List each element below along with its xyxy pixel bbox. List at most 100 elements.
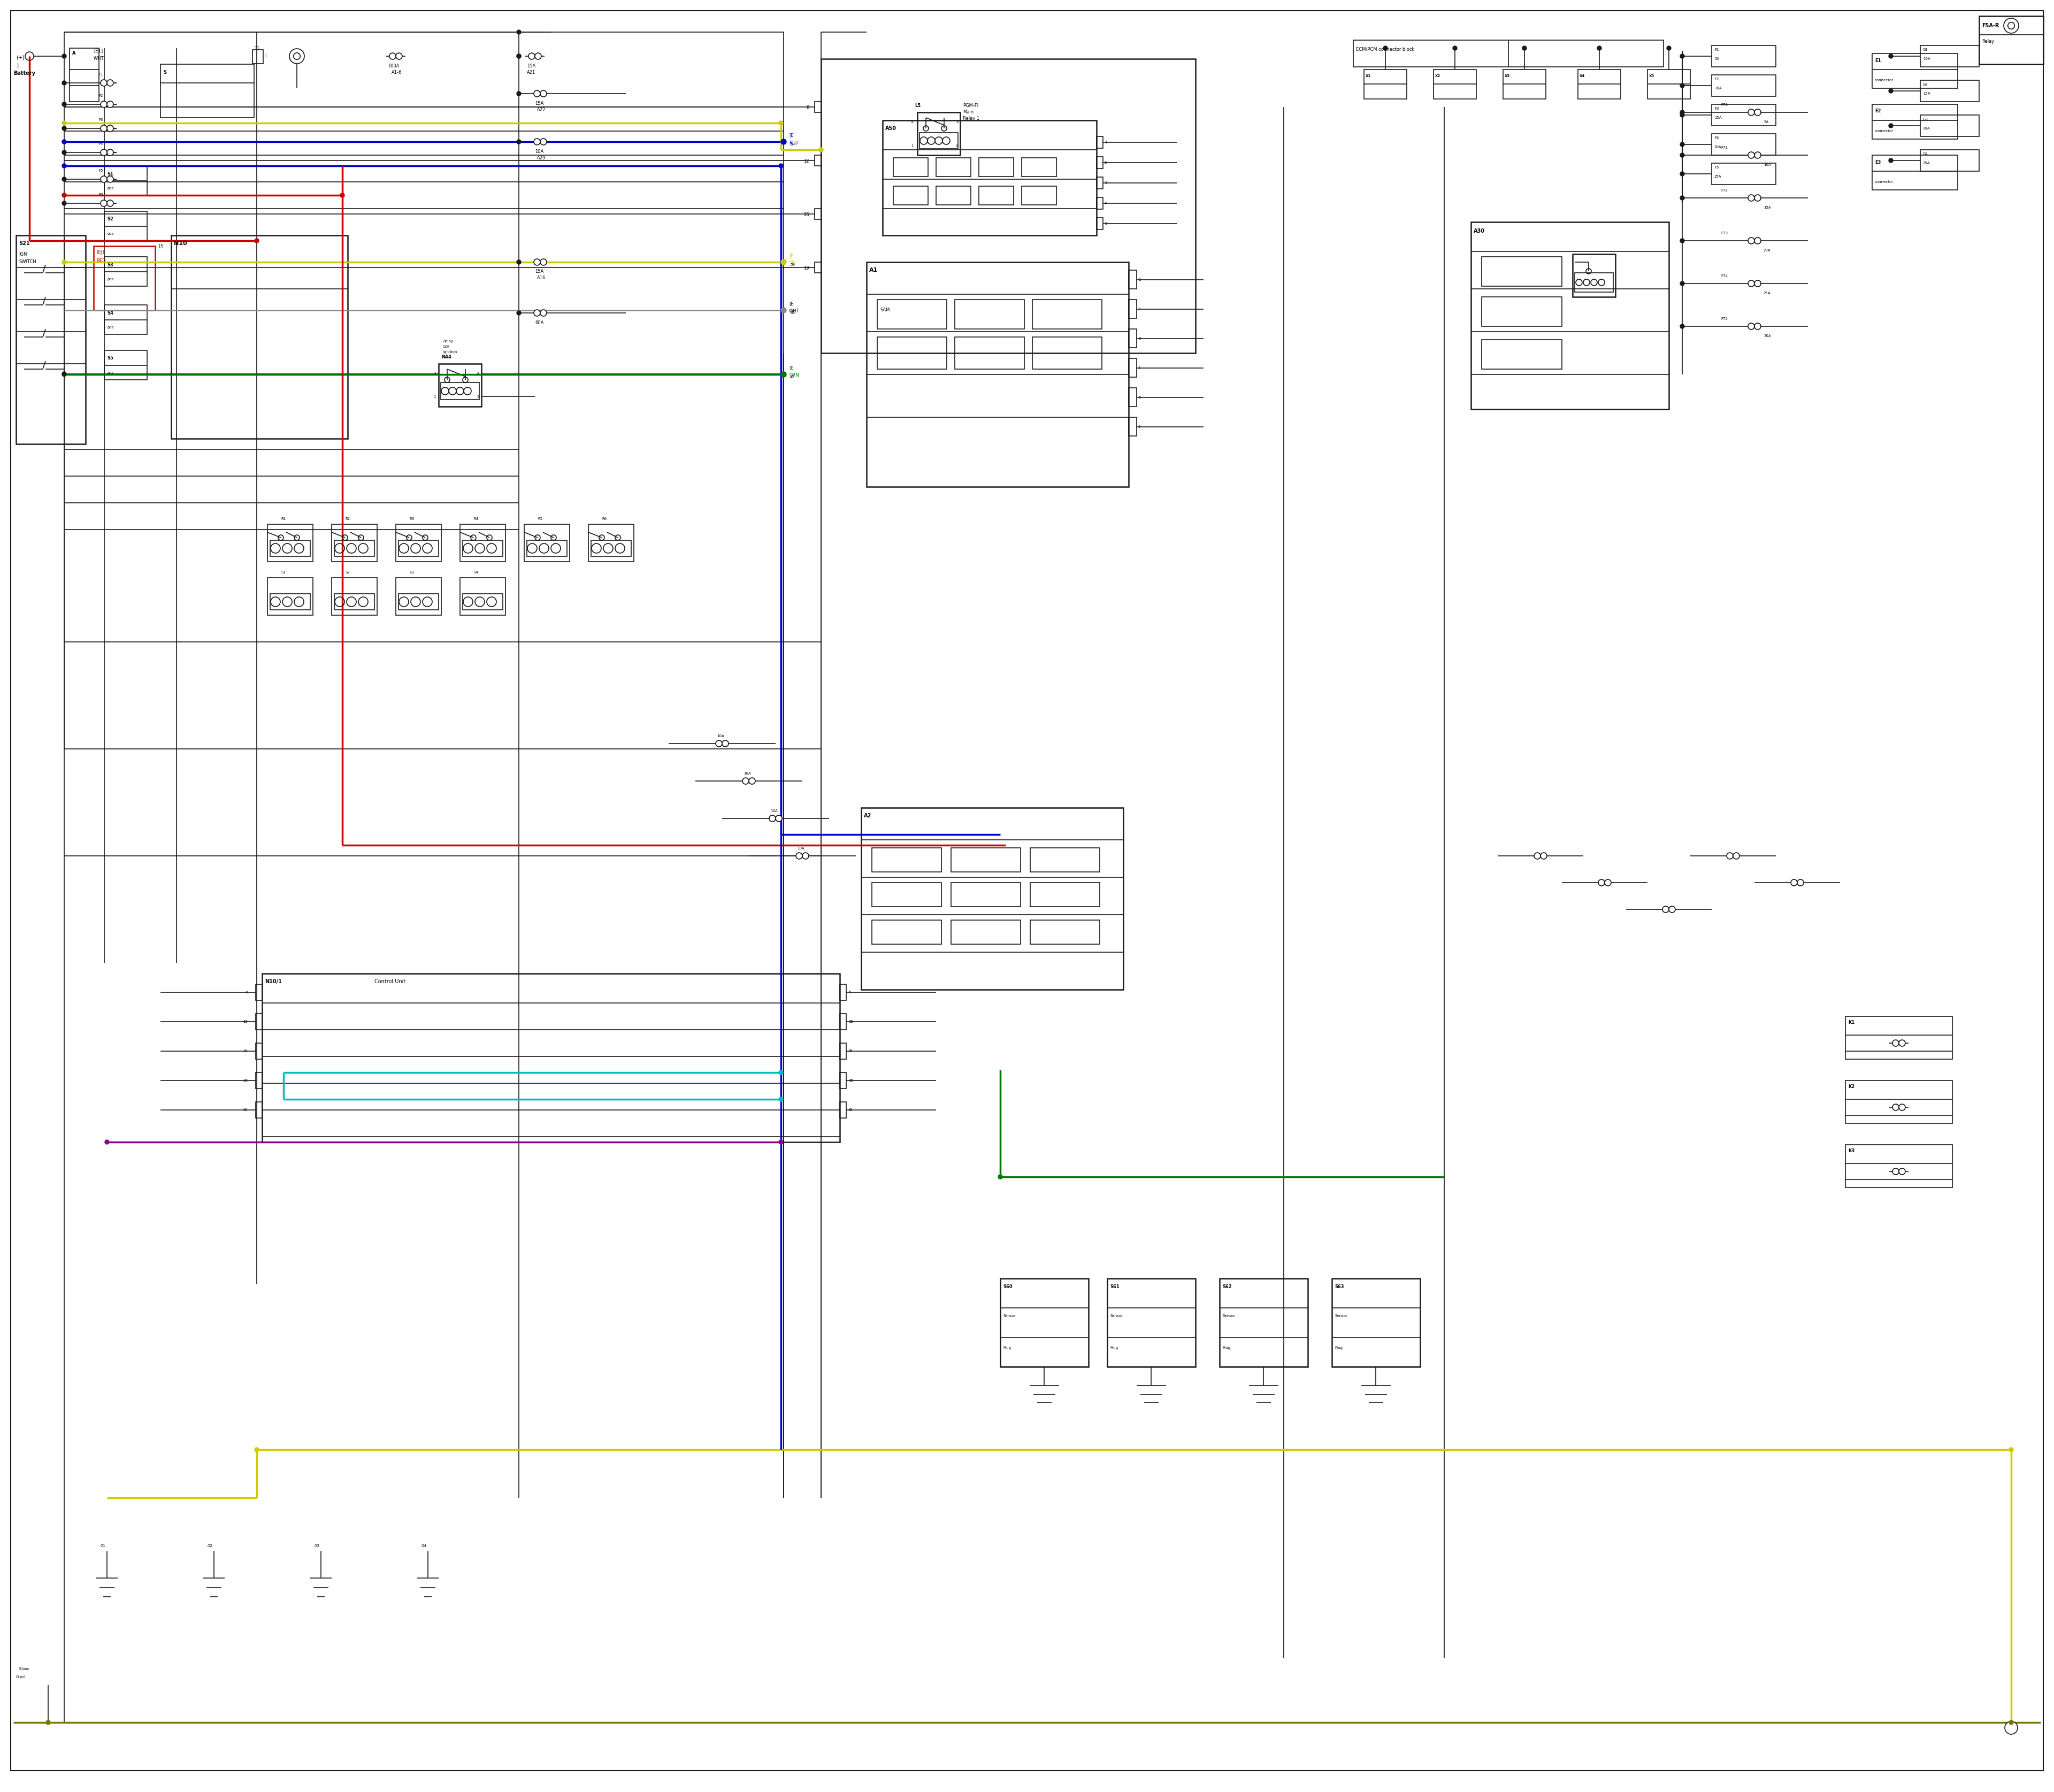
Bar	[1128, 387, 1136, 407]
Text: [E: [E	[789, 253, 793, 258]
Bar	[1711, 45, 1777, 66]
Text: 25A: 25A	[1764, 292, 1771, 294]
Bar	[460, 525, 505, 561]
Circle shape	[820, 147, 824, 152]
Text: 3: 3	[1138, 337, 1140, 340]
Text: 59: 59	[791, 263, 795, 267]
Circle shape	[534, 138, 540, 145]
Circle shape	[1452, 47, 1456, 50]
Bar	[462, 593, 503, 609]
Circle shape	[741, 778, 750, 785]
Bar	[822, 59, 1195, 353]
Bar	[1481, 340, 1561, 369]
Circle shape	[1680, 84, 1684, 88]
Text: F6: F6	[99, 194, 103, 197]
Text: ECM/PCM connector block: ECM/PCM connector block	[1356, 47, 1415, 52]
Bar	[1097, 156, 1103, 168]
Text: X4: X4	[1580, 73, 1586, 77]
Circle shape	[1748, 280, 1754, 287]
Circle shape	[62, 194, 66, 197]
Text: 2: 2	[1105, 161, 1107, 165]
Circle shape	[534, 54, 542, 59]
Circle shape	[105, 1140, 109, 1145]
Circle shape	[62, 373, 66, 376]
Bar	[871, 919, 941, 944]
Text: A22: A22	[536, 108, 546, 113]
Text: connector: connector	[1875, 129, 1894, 133]
Circle shape	[778, 1140, 783, 1145]
Bar	[1331, 1278, 1419, 1367]
Bar	[1031, 883, 1099, 907]
Bar	[1021, 186, 1056, 204]
Text: R4: R4	[474, 518, 479, 520]
Bar	[980, 186, 1013, 204]
Circle shape	[723, 740, 729, 747]
Circle shape	[62, 81, 66, 84]
Bar	[398, 593, 440, 609]
Bar	[877, 299, 947, 330]
Bar	[1647, 70, 1690, 99]
Text: Sensor: Sensor	[1002, 1314, 1015, 1317]
Bar	[253, 50, 263, 65]
Bar	[105, 351, 148, 380]
Bar	[460, 577, 505, 615]
Text: [E1]: [E1]	[94, 48, 103, 54]
Text: pos: pos	[107, 186, 113, 190]
Bar	[937, 186, 972, 204]
Circle shape	[62, 102, 66, 106]
Text: [E: [E	[789, 301, 793, 306]
Text: pos: pos	[107, 326, 113, 330]
Text: Relay: Relay	[444, 340, 454, 342]
Text: L5: L5	[914, 104, 920, 108]
Circle shape	[1604, 880, 1610, 885]
Circle shape	[255, 238, 259, 244]
Text: 1: 1	[265, 54, 267, 57]
Bar	[1097, 136, 1103, 149]
Bar	[1871, 104, 1957, 140]
Text: Ignition: Ignition	[444, 351, 456, 353]
Bar	[255, 1073, 263, 1088]
Bar	[94, 246, 156, 310]
Text: 20A: 20A	[1715, 145, 1721, 149]
Text: [EJ]: [EJ]	[97, 251, 105, 254]
Bar	[1711, 75, 1777, 97]
Text: K3: K3	[1849, 1149, 1855, 1154]
Circle shape	[2009, 22, 2015, 29]
Circle shape	[1748, 195, 1754, 201]
Text: G4: G4	[421, 1545, 427, 1548]
Bar	[877, 337, 947, 369]
Circle shape	[62, 201, 66, 206]
Bar	[105, 211, 148, 240]
Text: R6: R6	[602, 518, 606, 520]
Bar	[1575, 272, 1612, 292]
Bar	[1128, 358, 1136, 376]
Circle shape	[781, 371, 787, 376]
Circle shape	[62, 125, 66, 131]
Bar	[1980, 16, 2044, 65]
Bar	[1033, 337, 1101, 369]
Bar	[1031, 919, 1099, 944]
Bar	[980, 158, 1013, 177]
Circle shape	[534, 310, 540, 315]
Text: G1: G1	[101, 1545, 107, 1548]
Bar	[331, 577, 378, 615]
Circle shape	[768, 815, 776, 823]
Circle shape	[1666, 47, 1672, 50]
Circle shape	[290, 48, 304, 65]
Circle shape	[101, 176, 107, 183]
Text: 5: 5	[1138, 396, 1140, 400]
Bar	[1097, 197, 1103, 210]
Bar	[840, 1102, 846, 1118]
Circle shape	[107, 79, 113, 86]
Circle shape	[518, 310, 522, 315]
Circle shape	[1898, 1039, 1906, 1047]
Bar	[335, 593, 374, 609]
Bar	[1920, 115, 1980, 136]
Circle shape	[1748, 152, 1754, 158]
Text: 10: 10	[242, 1020, 249, 1023]
Text: 1: 1	[16, 63, 18, 68]
Bar	[1434, 70, 1477, 99]
Text: A1: A1	[869, 267, 877, 272]
Text: Control Unit: Control Unit	[374, 978, 405, 984]
Text: X5: X5	[1649, 73, 1656, 77]
